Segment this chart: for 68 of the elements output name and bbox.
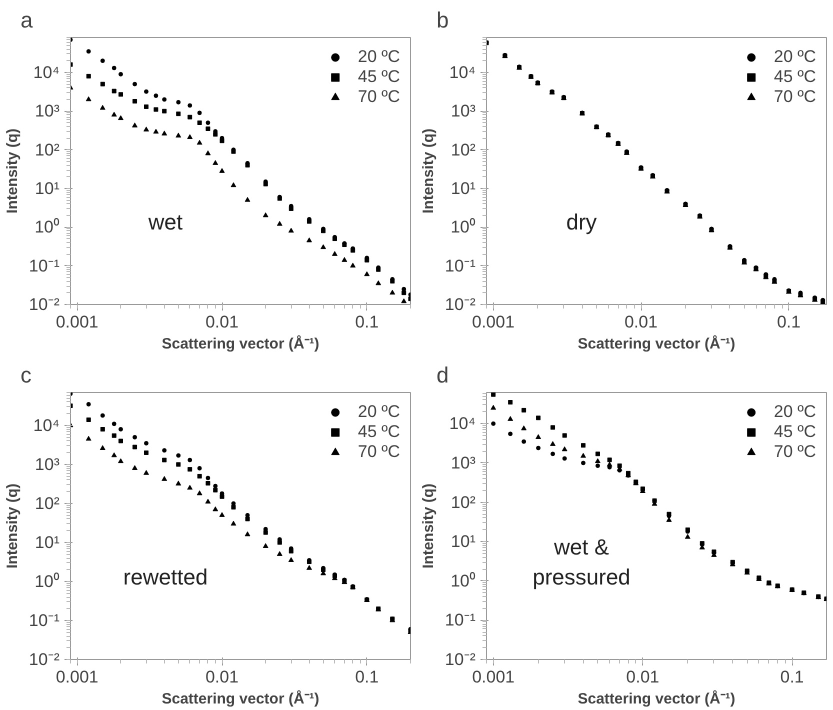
x-axis-title: Scattering vector (Å⁻¹) bbox=[162, 690, 320, 708]
y-tick-label: 10⁻² bbox=[444, 650, 476, 669]
y-tick-label: 10⁴ bbox=[449, 414, 476, 434]
annotation: dry bbox=[566, 210, 597, 234]
y-tick-label: 10³ bbox=[450, 453, 476, 472]
y-tick-label: 10³ bbox=[34, 454, 60, 474]
y-tick-label: 10² bbox=[34, 140, 60, 160]
legend-label: 70 ºC bbox=[774, 442, 816, 462]
legend-label: 70 ºC bbox=[358, 87, 400, 107]
legend-label: 45 ºC bbox=[774, 67, 816, 87]
y-tick-label: 10³ bbox=[34, 102, 60, 121]
legend-label: 20 ºC bbox=[774, 47, 816, 67]
x-tick-label: 0.001 bbox=[56, 668, 98, 686]
legend-label: 70 ºC bbox=[358, 442, 400, 462]
x-tick-label: 0.1 bbox=[355, 668, 379, 686]
y-tick-label: 10⁴ bbox=[33, 62, 60, 82]
y-axis-title: Intensity (q) bbox=[420, 483, 437, 568]
legend-label: 20 ºC bbox=[358, 402, 400, 422]
annotation: wet & pressured bbox=[532, 534, 630, 590]
annotation: wet bbox=[147, 210, 183, 234]
y-axis-title: Intensity (q) bbox=[420, 128, 437, 214]
y-tick-label: 10⁰ bbox=[450, 571, 476, 590]
legend-label: 70 ºC bbox=[774, 87, 816, 107]
y-tick-label: 10⁻¹ bbox=[444, 610, 476, 630]
y-tick-label: 10⁻² bbox=[444, 295, 476, 314]
y-axis-title: Intensity (q) bbox=[4, 128, 21, 214]
x-tick-label: 0.001 bbox=[56, 312, 98, 332]
y-tick-label: 10⁻¹ bbox=[28, 256, 60, 276]
y-tick-label: 10¹ bbox=[34, 532, 60, 552]
y-tick-label: 10³ bbox=[450, 102, 476, 121]
y-axis-title: Intensity (q) bbox=[4, 483, 21, 568]
x-axis-title: Scattering vector (Å⁻¹) bbox=[578, 334, 736, 352]
x-tick-label: 0.001 bbox=[472, 312, 515, 332]
legend-label: 45 ºC bbox=[358, 422, 400, 442]
y-tick-label: 10¹ bbox=[34, 178, 60, 198]
y-tick-label: 10⁻² bbox=[28, 295, 60, 314]
legend-label: 45 ºC bbox=[774, 422, 816, 442]
y-tick-label: 10⁻¹ bbox=[28, 610, 60, 630]
chart-title: a bbox=[20, 8, 34, 32]
y-tick-label: 10² bbox=[34, 494, 60, 513]
y-tick-label: 10² bbox=[450, 492, 476, 512]
y-tick-label: 10⁴ bbox=[449, 62, 476, 82]
x-tick-label: 0.01 bbox=[626, 668, 660, 686]
y-tick-label: 10⁰ bbox=[34, 572, 60, 591]
y-tick-label: 10⁰ bbox=[450, 218, 476, 237]
legend-label: 20 ºC bbox=[358, 47, 400, 67]
y-tick-label: 10² bbox=[450, 140, 476, 160]
y-tick-label: 10¹ bbox=[450, 532, 476, 552]
y-tick-label: 10¹ bbox=[450, 178, 476, 198]
x-tick-label: 0.1 bbox=[355, 312, 379, 332]
legend-label: 45 ºC bbox=[358, 67, 400, 87]
chart-title: c bbox=[20, 362, 32, 388]
y-tick-label: 10⁻² bbox=[28, 650, 60, 669]
x-axis-title: Scattering vector (Å⁻¹) bbox=[578, 690, 736, 708]
y-tick-label: 10⁴ bbox=[33, 416, 60, 435]
chart-title: d bbox=[436, 362, 449, 388]
annotation: rewetted bbox=[123, 564, 208, 590]
y-tick-label: 10⁰ bbox=[34, 218, 60, 237]
x-axis-title: Scattering vector (Å⁻¹) bbox=[162, 334, 320, 352]
x-tick-label: 0.01 bbox=[205, 668, 239, 686]
x-tick-label: 0.01 bbox=[624, 312, 658, 332]
legend-label: 20 ºC bbox=[774, 402, 816, 422]
x-tick-label: 0.001 bbox=[472, 668, 515, 686]
chart-title: b bbox=[436, 8, 449, 32]
x-tick-label: 0.1 bbox=[776, 312, 801, 332]
x-tick-label: 0.01 bbox=[205, 312, 239, 332]
y-tick-label: 10⁻¹ bbox=[444, 256, 476, 276]
x-tick-label: 0.1 bbox=[780, 668, 804, 686]
